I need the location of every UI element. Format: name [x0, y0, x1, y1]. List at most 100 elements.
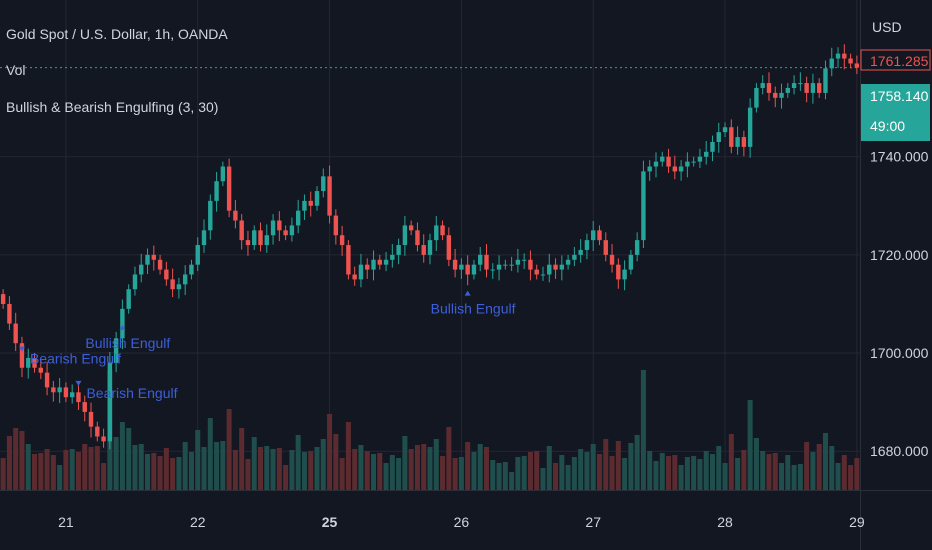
candle — [578, 239, 583, 263]
candle-body — [729, 127, 734, 147]
volume-bar — [264, 446, 270, 490]
candle-body — [672, 166, 678, 172]
candle-body — [176, 284, 182, 290]
signal-label: Bullish Engulf — [431, 301, 516, 317]
candle-body — [57, 387, 62, 393]
volume-bar — [75, 452, 81, 490]
candle — [157, 254, 163, 275]
candle-body — [710, 141, 715, 152]
volume-bar — [446, 427, 452, 490]
volume-bar — [377, 453, 383, 490]
candle-body — [132, 274, 138, 290]
candle — [164, 261, 169, 286]
candle-body — [295, 210, 301, 226]
candle — [848, 53, 853, 69]
volume-bar — [822, 433, 828, 490]
candle — [289, 217, 295, 242]
candle-body — [810, 83, 816, 93]
candle — [0, 289, 6, 309]
volume-bar — [628, 443, 634, 490]
candle-body — [471, 264, 477, 275]
volume-bar — [804, 442, 810, 490]
candle — [446, 227, 452, 267]
candle — [365, 258, 370, 279]
candle — [521, 253, 527, 270]
volume-bar — [816, 444, 822, 490]
candle — [760, 75, 765, 95]
volume-bar — [477, 444, 483, 490]
candle — [465, 255, 470, 286]
countdown-label: 49:00 — [870, 118, 905, 134]
volume-bar — [578, 449, 584, 490]
candle-body — [490, 269, 495, 271]
price-axis[interactable]: USD 1680.000 1700.000 1720.000 1740.000 176… — [860, 19, 931, 459]
candle — [685, 152, 690, 178]
bearish-arrow — [18, 346, 25, 352]
candle-body — [553, 264, 558, 270]
candle — [51, 381, 56, 402]
candle — [88, 402, 94, 438]
candle — [226, 158, 232, 218]
candle-body — [151, 254, 156, 260]
candle — [559, 255, 565, 281]
indicator-legend[interactable]: Bullish & Bearish Engulfing (3, 30) — [6, 99, 219, 115]
time-axis[interactable]: 21 22 25 26 27 28 29 — [58, 514, 865, 530]
candle — [145, 248, 150, 275]
candle-body — [101, 436, 106, 442]
volume-bar — [258, 447, 264, 490]
candle-body — [779, 92, 784, 98]
symbol-title[interactable]: Gold Spot / U.S. Dollar, 1h, OANDA — [6, 26, 228, 42]
candle — [823, 60, 828, 100]
candlesticks[interactable] — [0, 44, 860, 450]
volume-bar — [559, 455, 565, 490]
candle-body — [565, 259, 571, 265]
volume-bar — [760, 451, 766, 490]
volume-bar — [640, 370, 646, 490]
candle — [779, 83, 784, 109]
volume-bar — [32, 454, 38, 490]
candle-body — [452, 259, 458, 270]
volume-bar — [396, 458, 402, 490]
candle — [107, 352, 113, 450]
candle-body — [835, 53, 841, 59]
volume-bar — [44, 449, 50, 490]
candle — [503, 259, 508, 270]
volume-legend[interactable]: Vol — [6, 62, 26, 78]
volume-bar — [94, 446, 100, 490]
candle — [26, 348, 31, 379]
candle — [672, 155, 678, 180]
volume-bar — [678, 465, 684, 490]
candle — [333, 209, 339, 245]
candle — [691, 156, 696, 167]
volume-bar — [653, 461, 659, 490]
candle — [754, 83, 759, 113]
volume-bar — [540, 468, 546, 490]
candle-body — [333, 215, 339, 236]
candle-body — [289, 225, 295, 236]
candle — [678, 160, 684, 181]
candle-body — [540, 274, 546, 276]
volume-bar — [25, 444, 31, 490]
volume-bar — [483, 447, 490, 490]
candle — [534, 264, 539, 280]
candle-body — [509, 264, 514, 266]
candle-body — [95, 426, 100, 437]
volume-bar — [69, 449, 75, 490]
candle-body — [164, 269, 169, 280]
volume-bar — [402, 436, 408, 490]
candle — [69, 384, 75, 404]
volume-bar — [113, 437, 119, 490]
candle-body — [38, 367, 43, 373]
time-tick-label: 25 — [322, 514, 338, 530]
candle-body — [515, 259, 521, 265]
volume-bar — [647, 451, 653, 490]
candle — [189, 259, 194, 280]
candle-body — [408, 225, 414, 231]
candle — [565, 254, 571, 270]
prev-high-box — [860, 49, 931, 71]
candle-body — [842, 53, 847, 59]
candle — [791, 75, 797, 95]
candle — [327, 165, 332, 224]
